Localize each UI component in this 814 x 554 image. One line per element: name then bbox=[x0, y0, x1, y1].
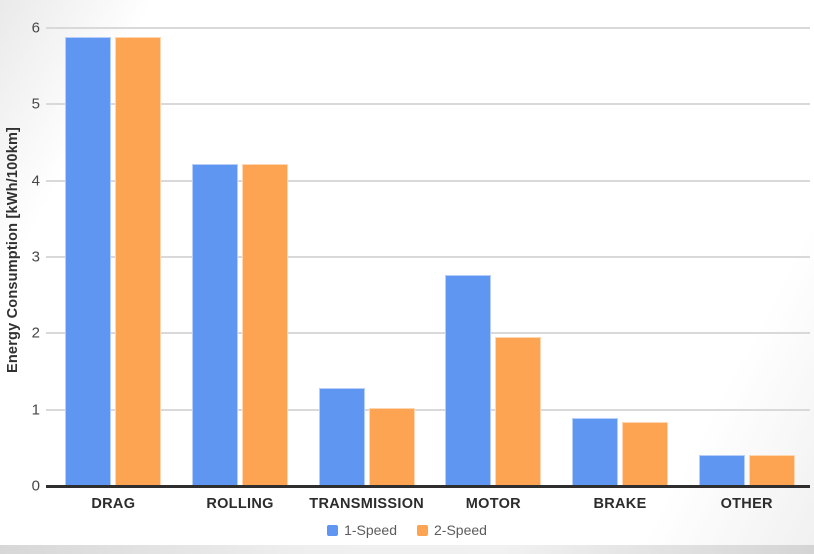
y-tick-label-4: 4 bbox=[31, 172, 40, 190]
x-axis-baseline bbox=[46, 485, 810, 488]
bar-2-speed-rolling bbox=[242, 163, 288, 486]
bar-group-other bbox=[683, 28, 810, 486]
bar-2-speed-transmission bbox=[368, 408, 415, 486]
x-label-brake: BRAKE bbox=[593, 496, 647, 512]
bar-1-speed-brake bbox=[572, 418, 619, 486]
bar-1-speed-other bbox=[698, 455, 745, 486]
x-label-motor: MOTOR bbox=[465, 496, 521, 512]
bar-group-brake bbox=[557, 28, 684, 486]
bar-2-speed-drag bbox=[115, 37, 162, 486]
bar-1-speed-transmission bbox=[318, 388, 365, 486]
legend-label-2-speed: 2-Speed bbox=[434, 522, 487, 538]
legend-label-1-speed: 1-Speed bbox=[344, 522, 397, 538]
y-tick-label-3: 3 bbox=[31, 248, 40, 266]
bar-2-speed-other bbox=[748, 455, 795, 486]
gridline-y-5 bbox=[46, 103, 810, 106]
x-label-transmission: TRANSMISSION bbox=[309, 496, 425, 512]
y-tick-label-6: 6 bbox=[31, 19, 40, 37]
bar-2-speed-motor bbox=[495, 337, 542, 486]
x-label-other: OTHER bbox=[720, 496, 773, 512]
y-tick-label-1: 1 bbox=[31, 401, 40, 419]
legend-item-2-speed: 2-Speed bbox=[417, 522, 487, 538]
gridline-y-1 bbox=[46, 408, 810, 411]
bar-1-speed-drag bbox=[65, 37, 112, 486]
plot-area bbox=[46, 27, 810, 488]
bar-group-rolling bbox=[177, 28, 304, 486]
legend-swatch-1-speed bbox=[327, 524, 339, 536]
gridline-y-2 bbox=[46, 332, 810, 335]
bar-2-speed-brake bbox=[622, 421, 669, 486]
gridline-y-6 bbox=[46, 27, 810, 29]
bar-group-drag bbox=[50, 28, 177, 486]
x-label-rolling: ROLLING bbox=[206, 496, 274, 512]
legend-swatch-2-speed bbox=[417, 524, 428, 536]
bar-1-speed-rolling bbox=[192, 163, 238, 486]
y-tick-label-0: 0 bbox=[31, 477, 40, 495]
gridline-y-4 bbox=[46, 179, 810, 182]
bar-group-motor bbox=[430, 28, 557, 486]
y-tick-label-5: 5 bbox=[31, 95, 40, 113]
bar-groups bbox=[50, 28, 810, 486]
x-label-drag: DRAG bbox=[91, 496, 136, 512]
legend: 1-Speed 2-Speed bbox=[0, 522, 814, 538]
bar-group-transmission bbox=[303, 28, 430, 486]
bottom-edge-strip bbox=[0, 545, 814, 554]
y-tick-label-2: 2 bbox=[31, 324, 40, 342]
x-axis-category-labels: DRAG ROLLING TRANSMISSION MOTOR BRAKE OTHER bbox=[50, 496, 810, 512]
gridline-y-3 bbox=[46, 256, 810, 258]
bar-1-speed-motor bbox=[445, 274, 492, 486]
legend-item-1-speed: 1-Speed bbox=[327, 522, 397, 538]
